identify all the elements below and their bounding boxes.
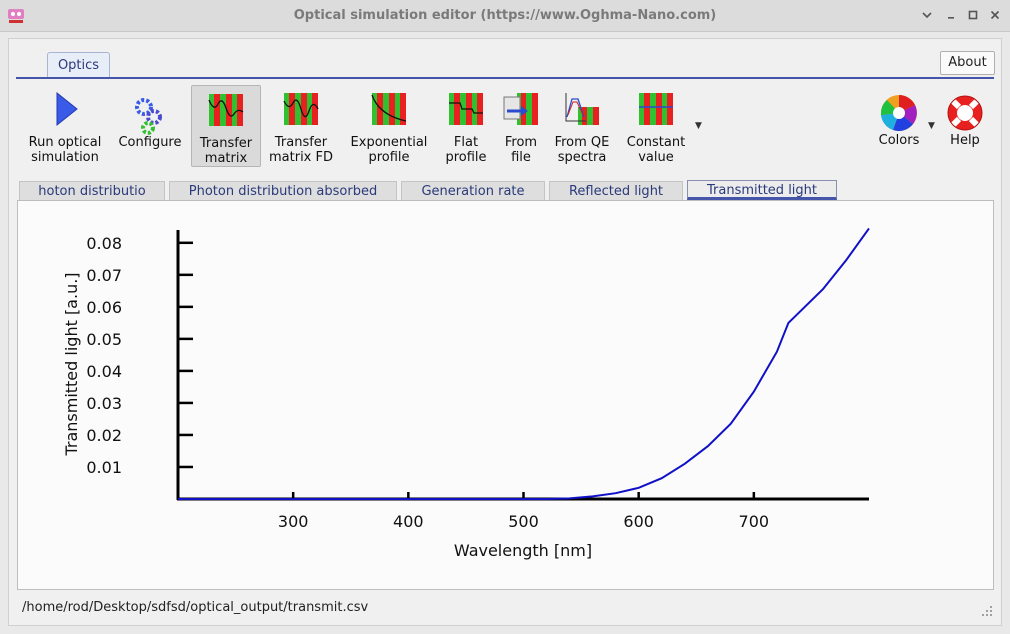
tab-transmitted-light[interactable]: Transmitted light (687, 180, 837, 200)
status-file-path: /home/rod/Desktop/sdfsd/optical_output/t… (22, 600, 369, 615)
title-bar: Optical simulation editor (https://www.O… (0, 0, 1010, 32)
minimize-icon[interactable] (942, 7, 960, 25)
tab-photon-distribution-absorbed[interactable]: Photon distribution absorbed (169, 181, 397, 201)
transfer-matrix-fd-button[interactable]: Transfer matrix FD (265, 85, 337, 167)
tab-photon-distribution[interactable]: hoton distributio (19, 181, 165, 201)
constant-value-icon (639, 93, 673, 125)
transmitted-light-series-line (178, 227, 870, 500)
y-tick-label: 0.02 (86, 426, 122, 445)
tool-label: Transfer matrix FD (269, 135, 333, 165)
color-wheel-icon (880, 95, 917, 131)
tool-label: Colors (878, 133, 920, 148)
x-axis-label: Wavelength [nm] (454, 541, 592, 560)
constant-value-button[interactable]: Constant value (619, 85, 693, 167)
exponential-profile-icon (371, 93, 407, 125)
qe-spectra-icon (565, 93, 599, 125)
play-icon (56, 91, 78, 127)
x-tick-label: 700 (739, 512, 770, 531)
tool-label: Configure (118, 135, 182, 150)
y-tick-label: 0.03 (86, 394, 122, 413)
run-optical-simulation-button[interactable]: Run optical simulation (21, 85, 109, 167)
x-tick-label: 300 (278, 512, 309, 531)
exponential-profile-button[interactable]: Exponential profile (345, 85, 433, 167)
window-title: Optical simulation editor (https://www.O… (293, 8, 717, 23)
y-tick-label: 0.07 (86, 266, 122, 285)
x-tick-label: 600 (623, 512, 654, 531)
tool-label: Exponential profile (350, 135, 428, 165)
tool-label: Flat profile (445, 135, 487, 165)
transfer-matrix-icon (208, 94, 244, 126)
more-tools-chevron-icon[interactable]: ▼ (695, 121, 702, 131)
plot-area: 300 400 500 600 700 0.01 0.02 0.03 0.04 0.05 0.06 0… (17, 200, 994, 590)
main-area: Optics About Run optical simulation Conf… (8, 38, 1002, 626)
y-tick-label: 0.06 (86, 298, 122, 317)
app-logo-icon (8, 9, 24, 23)
transfer-matrix-fd-icon (283, 93, 319, 125)
configure-button[interactable]: Configure (113, 85, 187, 167)
colors-chevron-icon[interactable]: ▼ (928, 121, 935, 131)
tool-label: Help (950, 133, 980, 148)
lifebuoy-icon (947, 95, 983, 131)
tool-label: From file (504, 135, 538, 165)
x-tick-label: 400 (393, 512, 424, 531)
transmitted-light-chart: 300 400 500 600 700 0.01 0.02 0.03 0.04 0.05 0.06 0… (62, 227, 870, 560)
close-icon[interactable] (986, 7, 1004, 25)
tool-label: Constant value (626, 135, 686, 165)
tab-generation-rate[interactable]: Generation rate (401, 181, 545, 201)
tab-reflected-light[interactable]: Reflected light (549, 181, 683, 201)
resize-grip-icon[interactable] (981, 605, 993, 617)
y-tick-label: 0.04 (86, 362, 122, 381)
maximize-icon[interactable] (964, 7, 982, 25)
flat-profile-icon (449, 93, 483, 125)
y-tick-label: 0.08 (86, 234, 122, 253)
from-file-button[interactable]: From file (497, 85, 545, 167)
x-tick-label: 500 (508, 512, 539, 531)
from-qe-spectra-button[interactable]: From QE spectra (549, 85, 615, 167)
tool-label: From QE spectra (554, 135, 610, 165)
chevron-down-icon[interactable] (918, 7, 936, 25)
gears-icon (135, 98, 162, 135)
transfer-matrix-button[interactable]: Transfer matrix (191, 85, 261, 167)
y-tick-label: 0.05 (86, 330, 122, 349)
tool-label: Transfer matrix (199, 136, 253, 166)
colors-button[interactable]: Colors (871, 85, 927, 167)
about-button[interactable]: About (940, 51, 995, 75)
tab-optics[interactable]: Optics (47, 52, 110, 78)
ribbon-divider (16, 77, 994, 79)
y-axis-label: Transmitted light [a.u.] (62, 272, 81, 456)
from-file-icon (503, 93, 538, 125)
help-button[interactable]: Help (941, 85, 989, 167)
tool-label: Run optical simulation (28, 135, 102, 165)
y-tick-label: 0.01 (86, 458, 122, 477)
flat-profile-button[interactable]: Flat profile (437, 85, 495, 167)
